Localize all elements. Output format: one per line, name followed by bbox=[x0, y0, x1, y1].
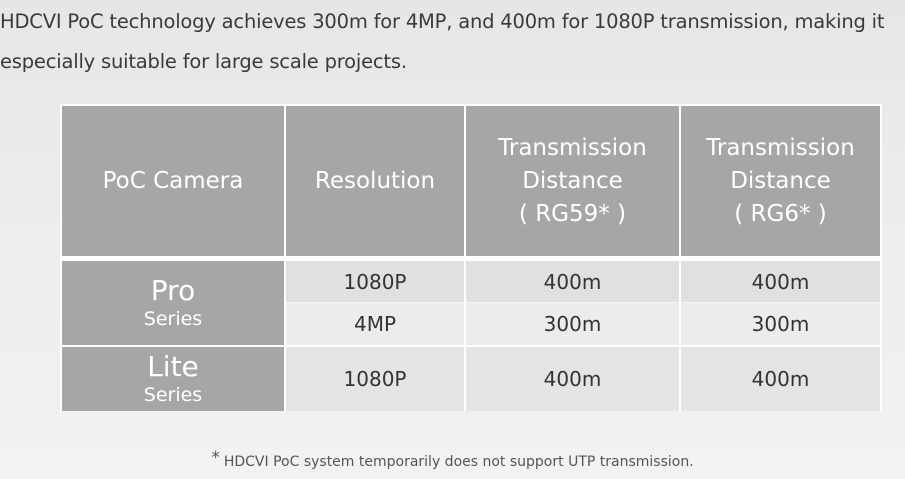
resolution-cell: 1080P bbox=[285, 346, 466, 411]
rg6-distance-cell: 300m bbox=[680, 302, 882, 346]
rg59-distance-cell: 400m bbox=[465, 258, 681, 303]
intro-line-2: especially suitable for large scale proj… bbox=[0, 50, 407, 73]
series-name: Lite bbox=[147, 350, 199, 383]
footnote-asterisk: * bbox=[211, 448, 220, 468]
table-header-row: PoC Camera Resolution Transmission Dista… bbox=[60, 104, 882, 259]
rg6-distance-cell: 400m bbox=[680, 346, 882, 411]
table-row: Pro Series 1080P 400m 400m bbox=[60, 258, 882, 346]
header-rg59-title: Transmission Distance bbox=[498, 134, 647, 194]
resolution-cell: 1080P bbox=[285, 258, 466, 303]
header-distance-rg6: Transmission Distance ( RG6* ) bbox=[679, 104, 882, 259]
series-name: Pro bbox=[150, 274, 196, 307]
header-resolution: Resolution bbox=[284, 104, 466, 259]
resolution-cell: 4MP bbox=[285, 302, 466, 346]
series-pro: Pro Series bbox=[60, 258, 286, 346]
table-row: Lite Series 1080P 400m 400m bbox=[60, 346, 882, 411]
header-distance-rg59: Transmission Distance ( RG59* ) bbox=[464, 104, 681, 259]
header-rg59-cable: ( RG59* ) bbox=[518, 200, 627, 227]
series-label: Series bbox=[143, 308, 203, 330]
table-row: 4MP 300m 300m bbox=[61, 302, 882, 346]
header-rg6-title: Transmission Distance bbox=[706, 134, 855, 194]
header-poc-camera: PoC Camera bbox=[60, 104, 286, 259]
rg59-distance-cell: 300m bbox=[465, 302, 681, 346]
header-rg6-cable: ( RG6* ) bbox=[734, 200, 827, 227]
intro-line-1: HDCVI PoC technology achieves 300m for 4… bbox=[0, 10, 885, 33]
intro-paragraph: HDCVI PoC technology achieves 300m for 4… bbox=[0, 2, 900, 82]
footnote: * HDCVI PoC system temporarily does not s… bbox=[0, 448, 905, 470]
poc-transmission-table: PoC Camera Resolution Transmission Dista… bbox=[60, 104, 882, 411]
footnote-text: HDCVI PoC system temporarily does not su… bbox=[223, 454, 694, 470]
rg6-distance-cell: 400m bbox=[680, 258, 882, 303]
rg59-distance-cell: 400m bbox=[465, 346, 681, 411]
series-label: Series bbox=[143, 384, 203, 406]
series-lite: Lite Series bbox=[60, 346, 286, 411]
